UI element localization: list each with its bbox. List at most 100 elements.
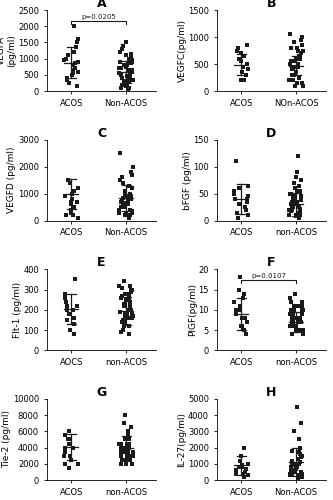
Point	[69, 206, 74, 214]
Point	[243, 464, 248, 472]
Point	[72, 22, 77, 30]
Point	[245, 192, 250, 200]
Point	[292, 179, 297, 187]
Point	[74, 38, 79, 46]
Point	[65, 302, 70, 310]
Point	[119, 203, 124, 211]
Point	[129, 424, 134, 432]
Point	[117, 176, 123, 184]
Point	[127, 452, 132, 460]
Point	[238, 452, 244, 460]
Point	[296, 152, 301, 160]
Point	[288, 298, 294, 306]
Point	[120, 448, 126, 456]
Point	[239, 322, 244, 330]
Point	[290, 310, 296, 318]
Point	[235, 214, 241, 222]
Point	[242, 468, 248, 476]
Point	[237, 200, 242, 208]
Point	[294, 326, 299, 334]
Point	[121, 202, 126, 210]
Point	[69, 456, 74, 464]
Point	[128, 288, 134, 296]
Point	[128, 50, 133, 58]
Point	[128, 286, 134, 294]
Point	[128, 192, 134, 200]
Point	[129, 310, 135, 318]
Point	[62, 444, 67, 452]
Point	[72, 60, 78, 68]
Point	[127, 78, 132, 86]
Point	[241, 326, 247, 334]
Point	[62, 448, 67, 456]
Point	[127, 290, 132, 298]
Point	[122, 444, 127, 452]
Point	[239, 463, 245, 471]
Point	[293, 68, 299, 76]
Point	[126, 74, 131, 82]
Point	[130, 460, 135, 468]
Point	[117, 440, 122, 448]
Point	[119, 318, 125, 326]
Point	[293, 174, 298, 182]
Point	[242, 314, 248, 322]
Point	[240, 294, 245, 302]
Point	[241, 290, 247, 298]
Point	[246, 471, 251, 479]
Point	[62, 294, 67, 302]
Point	[62, 192, 67, 200]
Point	[128, 212, 133, 220]
Point	[118, 48, 123, 56]
Point	[299, 473, 305, 481]
Point	[123, 80, 128, 88]
Point	[123, 456, 128, 464]
Point	[293, 194, 298, 202]
Point	[131, 76, 136, 84]
Point	[294, 168, 300, 176]
Point	[67, 326, 73, 334]
Point	[296, 214, 302, 222]
Point	[289, 71, 294, 79]
Point	[128, 72, 133, 80]
Point	[231, 298, 237, 306]
Point	[73, 276, 78, 283]
Point	[67, 440, 72, 448]
Point	[122, 200, 128, 208]
Point	[127, 294, 132, 302]
Point	[122, 322, 127, 330]
Point	[63, 212, 68, 220]
Point	[293, 322, 299, 330]
Point	[244, 318, 249, 326]
Point	[289, 460, 295, 468]
Point	[123, 38, 128, 46]
Point	[125, 198, 130, 206]
Point	[297, 187, 303, 195]
Point	[63, 448, 68, 456]
Point	[129, 208, 135, 216]
Point	[125, 212, 130, 220]
Point	[234, 208, 239, 216]
Point	[296, 455, 301, 463]
Point	[125, 436, 131, 444]
Point	[297, 182, 302, 190]
Point	[291, 62, 297, 70]
Point	[129, 184, 134, 192]
Point	[128, 282, 133, 290]
Point	[245, 460, 250, 468]
Point	[127, 54, 132, 62]
Point	[118, 328, 124, 336]
Point	[236, 306, 241, 314]
Point	[298, 420, 304, 428]
Point	[130, 68, 135, 76]
Point	[124, 314, 129, 322]
Point	[293, 462, 298, 469]
Point	[287, 190, 292, 198]
Point	[299, 298, 305, 306]
Point	[64, 74, 70, 82]
Point	[119, 198, 124, 206]
Point	[290, 203, 295, 211]
Point	[120, 45, 125, 53]
Point	[296, 436, 302, 444]
Point	[127, 304, 132, 312]
Point	[298, 458, 303, 466]
